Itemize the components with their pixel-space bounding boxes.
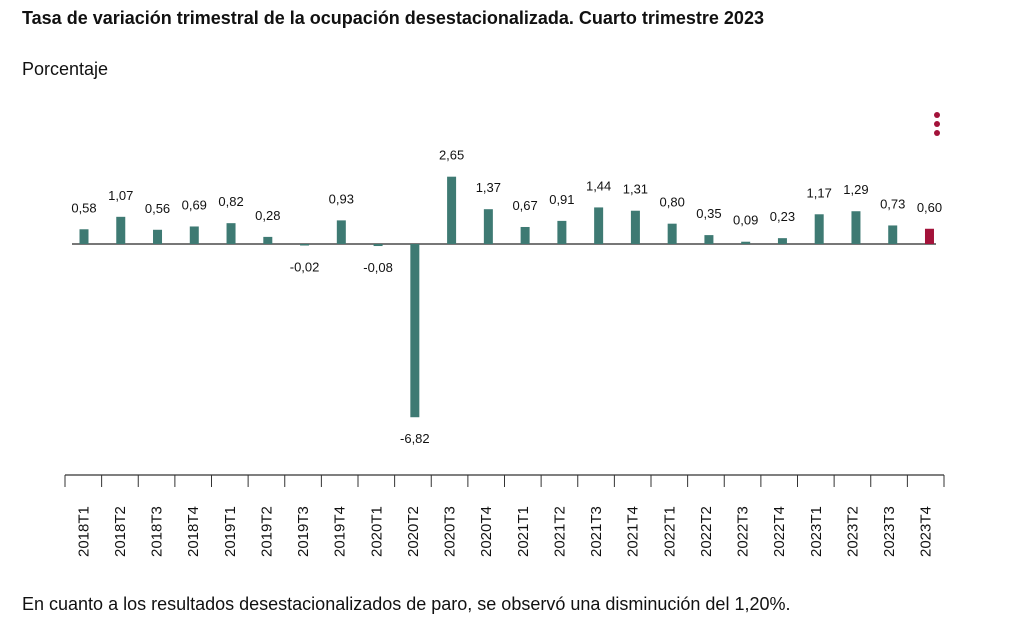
data-label: 0,80 [660,195,685,210]
bar-2018T4 [189,226,199,244]
x-tick-label: 2020T3 [442,506,459,557]
menu-dot [934,130,940,136]
more-vertical-icon [934,112,940,118]
data-label: 0,82 [218,194,243,209]
bar-2019T2 [263,236,273,244]
data-label: 0,28 [255,208,280,223]
x-tick-label: 2018T1 [75,506,92,557]
bar-2021T1 [520,226,530,244]
bar-2019T4 [336,220,346,244]
data-label: 0,73 [880,196,905,211]
data-label: 0,69 [182,197,207,212]
x-tick-label: 2021T1 [515,506,532,557]
x-tick-label: 2020T1 [368,506,385,557]
x-tick-label: 2019T4 [332,506,349,557]
data-label: 0,58 [71,200,96,215]
data-label: 0,23 [770,209,795,224]
chart-footnote: En cuanto a los resultados desestacional… [22,594,791,614]
x-tick-label: 2023T1 [808,506,825,557]
bar-2018T2 [116,216,126,244]
x-tick-label: 2021T2 [551,506,568,557]
x-tick-label: 2020T2 [405,506,422,557]
data-label: 0,91 [549,192,574,207]
chart-title: Tasa de variación trimestral de la ocupa… [22,8,764,28]
bar-2022T3 [741,241,751,244]
data-label: 0,93 [329,191,354,206]
bar-2021T3 [594,207,604,244]
data-label: 1,17 [807,185,832,200]
x-tick-label: 2023T4 [918,506,935,557]
bar-2021T4 [630,210,640,244]
data-label: 0,56 [145,201,170,216]
data-label: 1,31 [623,182,648,197]
x-tick-label: 2018T4 [185,506,202,557]
bar-2019T3 [300,244,310,246]
data-label: 1,44 [586,178,611,193]
bar-2020T1 [373,244,383,247]
x-tick-label: 2019T1 [222,506,239,557]
x-tick-label: 2022T1 [661,506,678,557]
bar-2020T3 [447,176,457,244]
x-tick-label: 2020T4 [478,506,495,557]
x-tick-label: 2023T3 [881,506,898,557]
bar-2021T2 [557,220,567,244]
x-tick-label: 2018T2 [112,506,129,557]
data-label: 0,09 [733,213,758,228]
x-tick-label: 2022T2 [698,506,715,557]
bar-2018T3 [153,229,163,244]
data-label: 0,35 [696,206,721,221]
bar-2020T2 [410,244,420,418]
x-tick-label: 2022T3 [735,506,752,557]
bar-2020T4 [483,209,493,244]
chart-subtitle: Porcentaje [22,59,109,79]
x-tick-label: 2019T3 [295,506,312,557]
bar-chart: 0,58 1,07 0,56 0,69 0,82 0,28 -0,02 0,93 -0,08 -6… [64,148,945,557]
data-label: 2,65 [439,148,464,163]
x-tick-label: 2019T2 [258,506,275,557]
x-tick-label: 2023T2 [844,506,861,557]
data-label: 1,07 [108,188,133,203]
data-label: 0,60 [917,200,942,215]
bar-2022T2 [704,235,714,244]
bar-2018T1 [79,229,89,244]
x-tick-label: 2021T4 [625,506,642,557]
data-label: 1,29 [843,182,868,197]
data-label: 0,67 [512,198,537,213]
data-label: 1,37 [476,180,501,195]
bar-2023T2 [851,211,861,244]
bar-2022T1 [667,223,677,244]
data-label: -0,02 [290,260,320,275]
bar-2022T4 [777,238,787,244]
x-tick-label: 2021T3 [588,506,605,557]
bar-2023T4 [924,228,934,244]
menu-dot [934,121,940,127]
x-tick-label: 2022T4 [771,506,788,557]
bar-2019T1 [226,223,236,244]
bar-2023T1 [814,214,824,244]
chart-menu-button[interactable] [930,110,944,136]
data-label: -0,08 [363,260,393,275]
data-label: -6,82 [400,431,430,446]
x-tick-label: 2018T3 [149,506,166,557]
bar-2023T3 [888,225,898,244]
